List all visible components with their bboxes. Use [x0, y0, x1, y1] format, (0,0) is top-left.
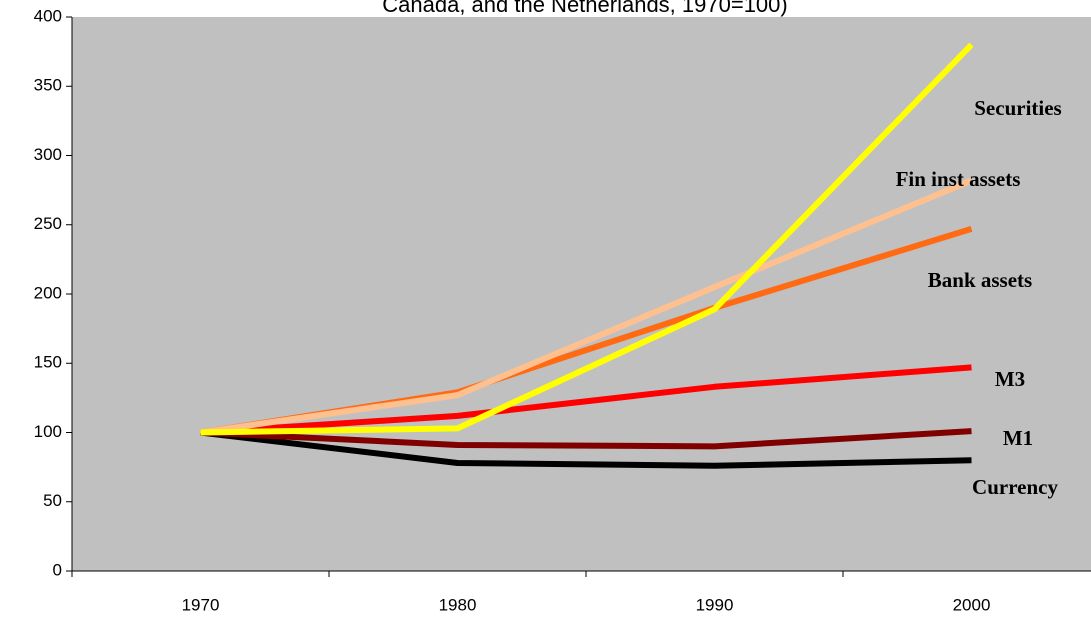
y-tick-label: 0 — [53, 560, 62, 579]
series-label: M3 — [995, 367, 1025, 391]
y-tick-label: 100 — [34, 422, 62, 441]
x-tick-label: 2000 — [953, 595, 991, 614]
series-line — [200, 177, 973, 436]
series-label: Fin inst assets — [896, 167, 1021, 191]
x-tick-label: 1970 — [182, 595, 220, 614]
y-tick-label: 400 — [34, 6, 62, 25]
y-tick-label: 250 — [34, 214, 62, 233]
series-line — [200, 428, 972, 450]
y-tick-label: 50 — [43, 491, 62, 510]
x-tick-label: 1990 — [696, 595, 734, 614]
y-tick-label: 350 — [34, 76, 62, 95]
plot-area — [72, 17, 1091, 571]
chart-title: Canada, and the Netherlands, 1970=100) — [382, 0, 787, 17]
series-label: Bank assets — [928, 268, 1032, 292]
y-tick-label: 300 — [34, 145, 62, 164]
x-tick-label: 1980 — [439, 595, 477, 614]
series-label: Securities — [974, 96, 1061, 120]
y-tick-label: 150 — [34, 353, 62, 372]
series-line — [200, 42, 974, 436]
series-line — [200, 429, 972, 469]
series-line — [200, 364, 972, 436]
y-tick-label: 200 — [34, 283, 62, 302]
series-label: Currency — [972, 475, 1058, 499]
series-label: M1 — [1003, 426, 1033, 450]
